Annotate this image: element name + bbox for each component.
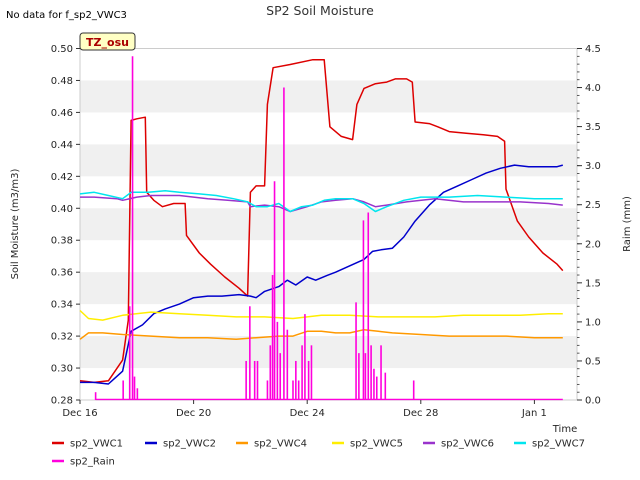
series-sp2_VWC5 [79,309,563,321]
legend-label: sp2_VWC4 [254,439,307,450]
x-tick-label: Dec 20 [176,408,211,419]
legend-item-sp2_VWC5: sp2_VWC5 [332,439,403,450]
x-tick-label: Jan 1 [521,408,547,419]
chart-title: SP2 Soil Moisture [266,3,374,18]
legend-item-sp2_VWC7: sp2_VWC7 [514,439,585,450]
y-axis-ticks: 0.28 0.30 0.32 0.34 0.36 0.38 0.40 0.42 0.44 0.46… [51,44,80,407]
plot-band [80,208,577,241]
y2-tick-label: 1.5 [585,278,601,289]
y-tick-label: 0.42 [51,172,73,183]
y2-tick-label: 3.0 [585,161,601,172]
site-tag: TZ_osu [86,36,129,49]
site-tag-box [79,32,136,51]
y-tick-label: 0.40 [51,204,73,215]
x-axis-label: Time [552,424,577,435]
y-tick-label: 0.46 [51,108,73,119]
series-line-sp2_VWC2 [80,164,564,385]
series-sp2_VWC4 [79,328,563,341]
y-tick-label: 0.44 [51,140,73,151]
plot-band [80,272,577,305]
legend-item-sp2_VWC2: sp2_VWC2 [145,439,216,450]
x-tick-label: Dec 24 [290,408,325,419]
y2-axis-ticks: 0.0 0.5 1.0 1.5 2.0 2.5 3.0 3.5 4.0 4.5 [577,44,601,407]
y2-tick-label: 1.0 [585,317,601,328]
y-tick-label: 0.28 [51,396,73,407]
x-tick-label: Dec 28 [403,408,438,419]
y-tick-label: 0.36 [51,268,73,279]
y2-tick-label: 4.0 [585,83,601,94]
series-sp2_VWC6 [80,194,563,213]
plot-band [80,144,577,177]
series-sp2_Rain [94,56,563,401]
x-tick-label: Dec 16 [62,408,97,419]
plot-bands [80,80,577,369]
y-tick-label: 0.32 [51,332,73,343]
y2-tick-label: 2.0 [585,239,601,250]
legend-label: sp2_VWC7 [532,439,585,450]
series-line-sp2_VWC5 [79,309,563,321]
plot-band [80,336,577,369]
no-data-note: No data for f_sp2_VWC3 [6,10,127,21]
legend-item-sp2_Rain: sp2_Rain [52,457,115,468]
legend-label: sp2_VWC6 [441,439,494,450]
y-tick-label: 0.30 [51,364,73,375]
y2-tick-label: 0.0 [585,396,601,407]
series-line-sp2_VWC4 [79,328,563,341]
legend-item-sp2_VWC1: sp2_VWC1 [52,439,123,450]
y2-axis-label: Raim (mm) [622,196,633,252]
legend-label: sp2_VWC1 [70,439,123,450]
y2-tick-label: 3.5 [585,122,601,133]
y-tick-label: 0.34 [51,300,73,311]
y-tick-label: 0.50 [51,44,73,55]
y2-tick-label: 4.5 [585,44,601,55]
legend-label: sp2_Rain [70,457,115,468]
legend: sp2_VWC1 sp2_VWC2 sp2_VWC4 sp2_VWC5 sp2_VWC6… [52,439,585,468]
legend-item-sp2_VWC6: sp2_VWC6 [423,439,494,450]
y-tick-label: 0.48 [51,76,73,87]
series-sp2_VWC2 [80,164,564,385]
y2-tick-label: 0.5 [585,356,601,367]
y2-tick-label: 2.5 [585,200,601,211]
y-axis-label: Soil Moisture (m3/m3) [10,169,21,280]
series-sp2_VWC7 [79,189,563,213]
legend-item-sp2_VWC4: sp2_VWC4 [236,439,307,450]
series-layer [79,56,564,401]
legend-label: sp2_VWC2 [163,439,216,450]
series-line-sp2_VWC6 [80,194,563,213]
x-axis-ticks: Dec 16 Dec 20 Dec 24 Dec 28 Jan 1 [62,400,547,419]
y-tick-label: 0.38 [51,236,73,247]
legend-label: sp2_VWC5 [350,439,403,450]
series-line-sp2_VWC7 [79,189,563,213]
